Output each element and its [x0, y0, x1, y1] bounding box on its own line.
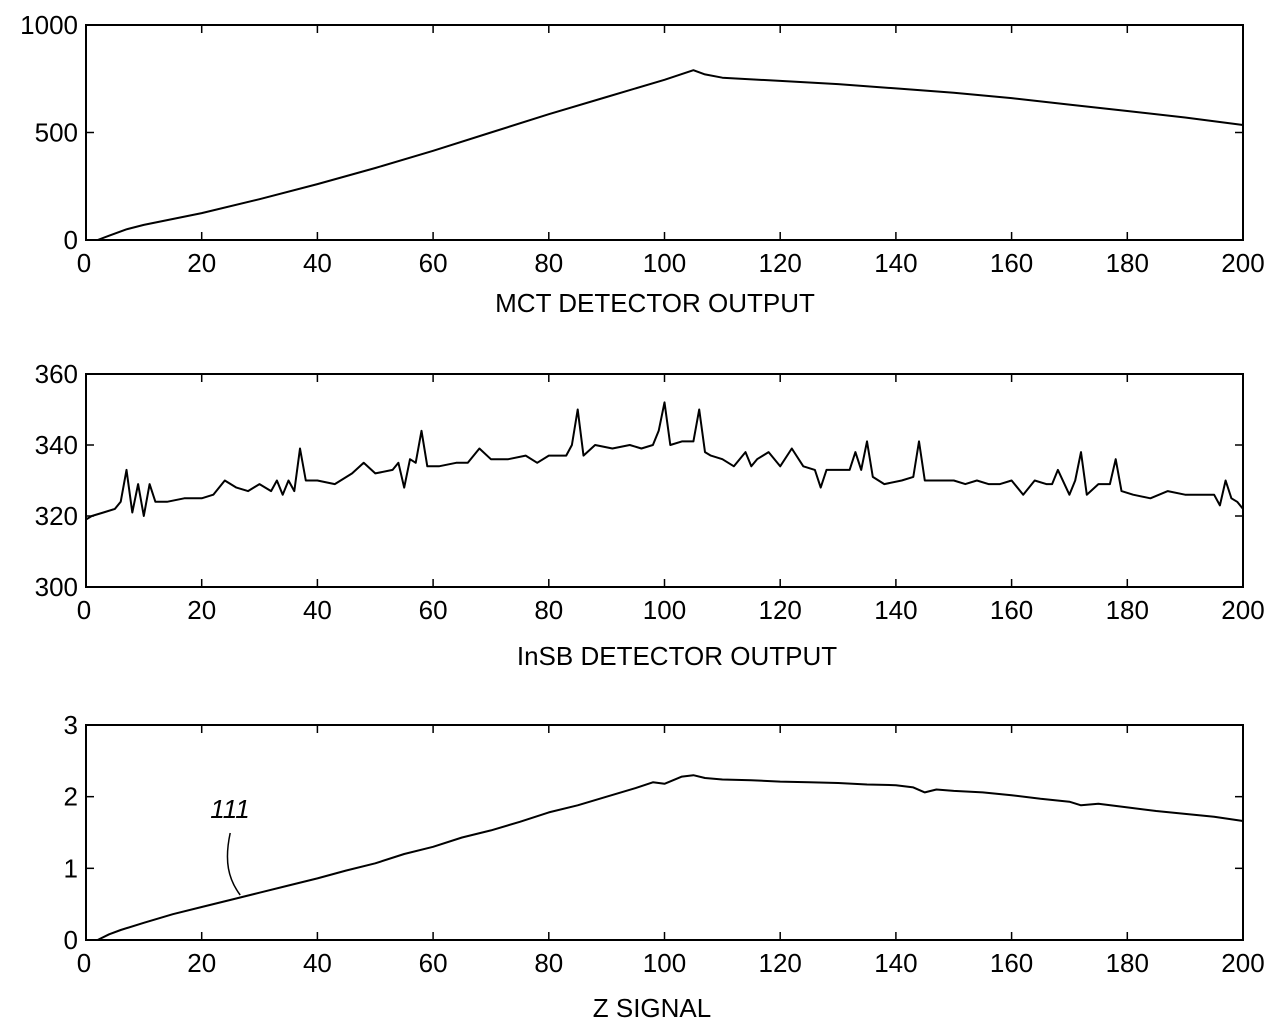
annotation: 111: [210, 794, 250, 896]
x-tick-label: 120: [759, 248, 802, 278]
x-axis-title: Z SIGNAL: [593, 993, 711, 1023]
x-tick-label: 40: [303, 248, 332, 278]
y-ticks: 300 320 340 360: [35, 359, 1243, 602]
x-tick-label: 60: [419, 248, 448, 278]
x-tick-label: 40: [303, 595, 332, 625]
x-tick-label: 100: [643, 595, 686, 625]
y-tick-label: 1: [64, 853, 78, 883]
x-tick-label: 100: [643, 248, 686, 278]
x-ticks: 0 20 40 60 80 100 120 140 160 180 200: [77, 725, 1265, 978]
series-line: [97, 69, 1244, 241]
y-tick-label: 340: [35, 430, 78, 460]
mct-detector-output-panel: 0 20 40 60 80 100 120 140 160 180 200 0 500 1000 MCT…: [20, 10, 1265, 318]
x-tick-label: 140: [874, 248, 917, 278]
x-axis-title: MCT DETECTOR OUTPUT: [495, 288, 815, 318]
x-tick-label: 120: [759, 595, 802, 625]
x-tick-label: 80: [534, 248, 563, 278]
y-tick-label: 0: [64, 225, 78, 255]
x-ticks: 0 20 40 60 80 100 120 140 160 180 200: [77, 374, 1265, 625]
y-tick-label: 2: [64, 782, 78, 812]
x-tick-label: 20: [187, 595, 216, 625]
x-tick-label: 60: [419, 948, 448, 978]
y-tick-label: 3: [64, 710, 78, 740]
x-tick-label: 20: [187, 248, 216, 278]
plot-frame: [85, 24, 1244, 241]
z-signal-panel: 0 20 40 60 80 100 120 140 160 180 200 0 1 2 3 111 Z S…: [64, 710, 1265, 1023]
x-tick-label: 160: [990, 948, 1033, 978]
x-tick-label: 140: [874, 948, 917, 978]
x-tick-label: 0: [77, 948, 91, 978]
annotation-leader-line: [226, 832, 241, 896]
y-tick-label: 1000: [20, 10, 78, 40]
x-tick-label: 0: [77, 248, 91, 278]
y-tick-label: 0: [64, 925, 78, 955]
x-tick-label: 0: [77, 595, 91, 625]
x-tick-label: 140: [874, 595, 917, 625]
x-tick-label: 100: [643, 948, 686, 978]
x-tick-label: 160: [990, 248, 1033, 278]
x-tick-label: 200: [1221, 595, 1264, 625]
x-tick-label: 60: [419, 595, 448, 625]
series-line: [97, 774, 1244, 941]
series-lines: [85, 401, 1244, 521]
x-axis-title: InSB DETECTOR OUTPUT: [517, 641, 837, 671]
x-tick-label: 200: [1221, 248, 1264, 278]
x-tick-label: 120: [759, 948, 802, 978]
x-ticks: 0 20 40 60 80 100 120 140 160 180 200: [77, 25, 1265, 278]
plot-frame: [85, 724, 1244, 941]
annotation-label: 111: [210, 794, 250, 824]
y-ticks: 0 500 1000: [20, 10, 1243, 255]
y-tick-label: 360: [35, 359, 78, 389]
y-ticks: 0 1 2 3: [64, 710, 1243, 955]
series-line: [85, 401, 1244, 521]
series-lines: [97, 774, 1244, 941]
y-tick-label: 320: [35, 501, 78, 531]
x-tick-label: 160: [990, 595, 1033, 625]
x-tick-label: 40: [303, 948, 332, 978]
y-tick-label: 300: [35, 572, 78, 602]
x-tick-label: 80: [534, 948, 563, 978]
x-tick-label: 20: [187, 948, 216, 978]
y-tick-label: 500: [35, 118, 78, 148]
x-tick-label: 80: [534, 595, 563, 625]
insb-detector-output-panel: 0 20 40 60 80 100 120 140 160 180 200 300 320 340 360…: [35, 359, 1265, 671]
series-lines: [97, 69, 1244, 241]
x-tick-label: 180: [1106, 595, 1149, 625]
x-tick-label: 180: [1106, 248, 1149, 278]
x-tick-label: 200: [1221, 948, 1264, 978]
x-tick-label: 180: [1106, 948, 1149, 978]
